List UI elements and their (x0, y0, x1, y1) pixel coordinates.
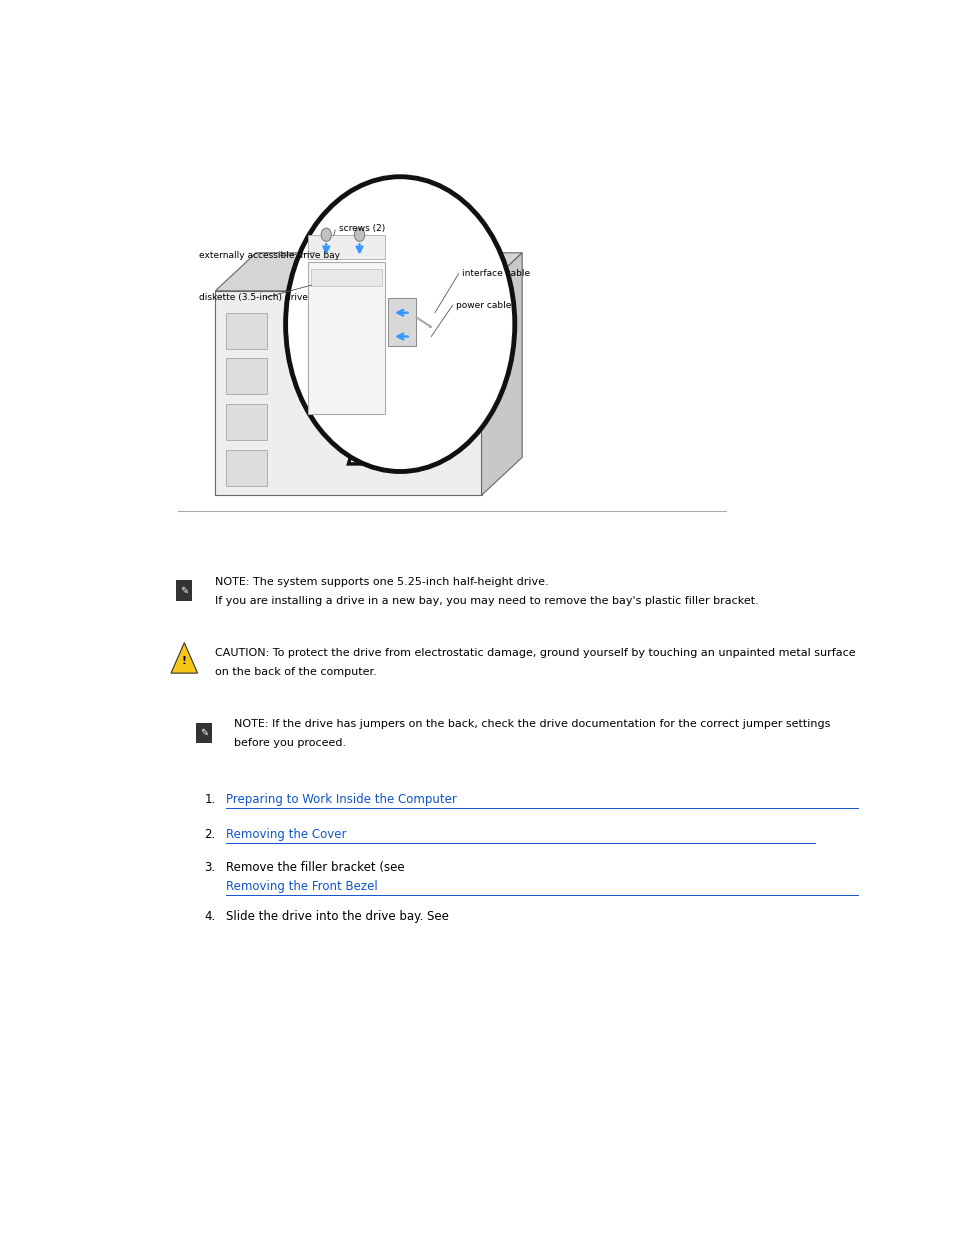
FancyBboxPatch shape (308, 235, 385, 258)
Text: Remove the filler bracket (see: Remove the filler bracket (see (226, 861, 409, 873)
Circle shape (354, 228, 364, 241)
Text: Removing the Front Bezel: Removing the Front Bezel (226, 879, 377, 893)
FancyBboxPatch shape (388, 299, 416, 346)
Polygon shape (171, 642, 197, 673)
FancyBboxPatch shape (308, 262, 385, 415)
Text: on the back of the computer.: on the back of the computer. (215, 667, 376, 677)
Text: Preparing to Work Inside the Computer: Preparing to Work Inside the Computer (226, 793, 456, 806)
Text: screws (2): screws (2) (338, 224, 385, 232)
FancyBboxPatch shape (226, 404, 267, 440)
Circle shape (285, 177, 515, 472)
Text: !: ! (182, 656, 187, 666)
Circle shape (321, 228, 331, 241)
FancyBboxPatch shape (226, 358, 267, 394)
Text: externally accessible drive bay: externally accessible drive bay (199, 251, 339, 261)
Polygon shape (215, 253, 521, 291)
Text: 2.: 2. (204, 829, 215, 841)
Text: ✎: ✎ (180, 585, 188, 595)
Text: interface cable: interface cable (461, 269, 529, 278)
Text: CAUTION: To protect the drive from electrostatic damage, ground yourself by touc: CAUTION: To protect the drive from elect… (215, 648, 855, 658)
Text: 4.: 4. (204, 910, 215, 923)
FancyBboxPatch shape (196, 722, 213, 743)
FancyBboxPatch shape (215, 291, 481, 495)
Text: 1.: 1. (204, 793, 215, 806)
FancyBboxPatch shape (226, 312, 267, 348)
Text: If you are installing a drive in a new bay, you may need to remove the bay's pla: If you are installing a drive in a new b… (215, 595, 759, 606)
Text: Removing the Cover: Removing the Cover (226, 829, 347, 841)
Text: before you proceed.: before you proceed. (233, 739, 346, 748)
Text: NOTE: The system supports one 5.25-inch half-height drive.: NOTE: The system supports one 5.25-inch … (215, 577, 548, 587)
Text: NOTE: If the drive has jumpers on the back, check the drive documentation for th: NOTE: If the drive has jumpers on the ba… (233, 720, 829, 730)
Text: power cable: power cable (456, 300, 511, 310)
Polygon shape (481, 253, 521, 495)
Polygon shape (348, 419, 374, 464)
Text: ✎: ✎ (200, 729, 208, 739)
Text: 3.: 3. (204, 861, 215, 873)
Text: Slide the drive into the drive bay. See: Slide the drive into the drive bay. See (226, 910, 453, 923)
FancyBboxPatch shape (311, 269, 381, 287)
FancyBboxPatch shape (226, 450, 267, 485)
FancyBboxPatch shape (176, 580, 193, 601)
Text: diskette (3.5-inch) drive: diskette (3.5-inch) drive (199, 293, 308, 303)
